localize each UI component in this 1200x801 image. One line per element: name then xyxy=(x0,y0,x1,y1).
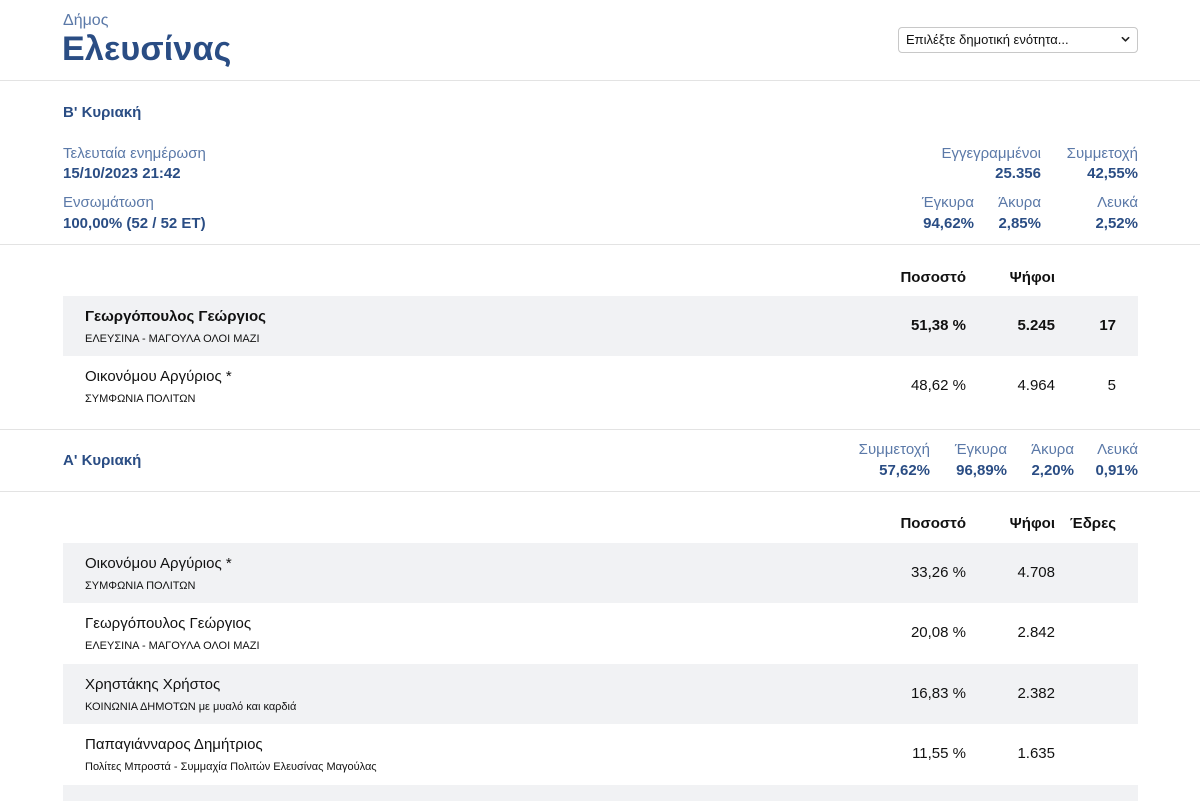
turnout-label: Συμμετοχή xyxy=(1066,145,1138,162)
table-row: Γεωργόπουλος Γεώργιος ΕΛΕΥΣΙΝΑ - ΜΑΓΟΥΛΑ… xyxy=(63,603,1138,663)
divider xyxy=(0,244,1200,245)
turnout-value: 42,55% xyxy=(1087,165,1138,182)
round-b-title: Β' Κυριακή xyxy=(63,104,142,121)
candidate-name: Οικονόμου Αργύριος * xyxy=(85,555,232,572)
votes-value: 2.382 xyxy=(1017,685,1055,702)
valid-value: 94,62% xyxy=(923,215,974,232)
table-row xyxy=(63,785,1138,801)
votes-value: 4.964 xyxy=(1017,377,1055,394)
percent-value: 51,38 % xyxy=(910,317,966,334)
percent-value: 48,62 % xyxy=(910,377,966,394)
votes-value: 1.635 xyxy=(1017,745,1055,762)
page-header: Δήμος Ελευσίνας Επιλέξτε δημοτική ενότητ… xyxy=(0,0,1200,81)
party-name: ΣΥΜΦΩΝΙΑ ΠΟΛΙΤΩΝ xyxy=(85,580,196,592)
round-a-turnout-value: 57,62% xyxy=(879,462,930,479)
round-b-col-percent: Ποσοστό xyxy=(900,269,966,286)
blank-value: 2,52% xyxy=(1095,215,1138,232)
party-name: Πολίτες Μπροστά - Συμμαχία Πολιτών Ελευσ… xyxy=(85,761,377,773)
party-name: ΚΟΙΝΩΝΙΑ ΔΗΜΟΤΩΝ με μυαλό και καρδιά xyxy=(85,701,297,713)
table-row: Οικονόμου Αργύριος * ΣΥΜΦΩΝΙΑ ΠΟΛΙΤΩΝ 33… xyxy=(63,543,1138,603)
chevron-down-icon xyxy=(1121,36,1130,42)
divider xyxy=(0,429,1200,430)
round-a-invalid-label: Άκυρα xyxy=(1031,441,1074,458)
candidate-name: Γεωργόπουλος Γεώργιος xyxy=(85,615,252,632)
round-a-col-votes: Ψήφοι xyxy=(1009,515,1055,532)
table-row: Παπαγιάνναρος Δημήτριος Πολίτες Μπροστά … xyxy=(63,724,1138,784)
integration-value: 100,00% (52 / 52 ΕΤ) xyxy=(63,215,206,232)
seats-value: 17 xyxy=(1099,317,1116,334)
votes-value: 4.708 xyxy=(1017,564,1055,581)
round-a-valid-label: Έγκυρα xyxy=(954,441,1007,458)
registered-value: 25.356 xyxy=(995,165,1041,182)
round-a-valid-value: 96,89% xyxy=(956,462,1007,479)
invalid-value: 2,85% xyxy=(998,215,1041,232)
candidate-name: Χρηστάκης Χρήστος xyxy=(85,676,221,693)
percent-value: 16,83 % xyxy=(910,685,966,702)
round-a-title: Α' Κυριακή xyxy=(63,452,142,469)
table-row: Οικονόμου Αργύριος * ΣΥΜΦΩΝΙΑ ΠΟΛΙΤΩΝ 48… xyxy=(63,356,1138,416)
round-a-col-seats: Έδρες xyxy=(1069,515,1116,532)
round-a-blank-label: Λευκά xyxy=(1097,441,1138,458)
candidate-name: Παπαγιάνναρος Δημήτριος xyxy=(85,736,263,753)
divider xyxy=(0,491,1200,492)
round-a-col-percent: Ποσοστό xyxy=(900,515,966,532)
table-row: Γεωργόπουλος Γεώργιος ΕΛΕΥΣΙΝΑ - ΜΑΓΟΥΛΑ… xyxy=(63,296,1138,356)
municipal-unit-select[interactable]: Επιλέξτε δημοτική ενότητα... xyxy=(898,27,1138,53)
percent-value: 20,08 % xyxy=(910,624,966,641)
invalid-label: Άκυρα xyxy=(998,194,1041,211)
municipal-unit-select-value: Επιλέξτε δημοτική ενότητα... xyxy=(906,32,1069,47)
party-name: ΕΛΕΥΣΙΝΑ - ΜΑΓΟΥΛΑ ΟΛΟΙ ΜΑΖΙ xyxy=(85,640,260,652)
percent-value: 11,55 % xyxy=(912,745,966,762)
votes-value: 5.245 xyxy=(1017,317,1055,334)
round-b-col-votes: Ψήφοι xyxy=(1009,269,1055,286)
valid-label: Έγκυρα xyxy=(921,194,974,211)
candidate-name: Οικονόμου Αργύριος * xyxy=(85,368,232,385)
candidate-name: Γεωργόπουλος Γεώργιος xyxy=(85,308,266,325)
round-a-invalid-value: 2,20% xyxy=(1031,462,1074,479)
party-name: ΕΛΕΥΣΙΝΑ - ΜΑΓΟΥΛΑ ΟΛΟΙ ΜΑΖΙ xyxy=(85,333,260,345)
integration-label: Ενσωμάτωση xyxy=(63,194,154,211)
registered-label: Εγγεγραμμένοι xyxy=(941,145,1041,162)
last-update-value: 15/10/2023 21:42 xyxy=(63,165,181,182)
municipality-kicker: Δήμος xyxy=(63,12,109,29)
votes-value: 2.842 xyxy=(1017,624,1055,641)
round-a-turnout-label: Συμμετοχή xyxy=(858,441,930,458)
round-a-blank-value: 0,91% xyxy=(1095,462,1138,479)
party-name: ΣΥΜΦΩΝΙΑ ΠΟΛΙΤΩΝ xyxy=(85,393,196,405)
percent-value: 33,26 % xyxy=(910,564,966,581)
table-row: Χρηστάκης Χρήστος ΚΟΙΝΩΝΙΑ ΔΗΜΟΤΩΝ με μυ… xyxy=(63,664,1138,724)
blank-label: Λευκά xyxy=(1097,194,1138,211)
page-title: Ελευσίνας xyxy=(62,30,232,68)
last-update-label: Τελευταία ενημέρωση xyxy=(63,145,206,162)
seats-value: 5 xyxy=(1107,377,1116,394)
